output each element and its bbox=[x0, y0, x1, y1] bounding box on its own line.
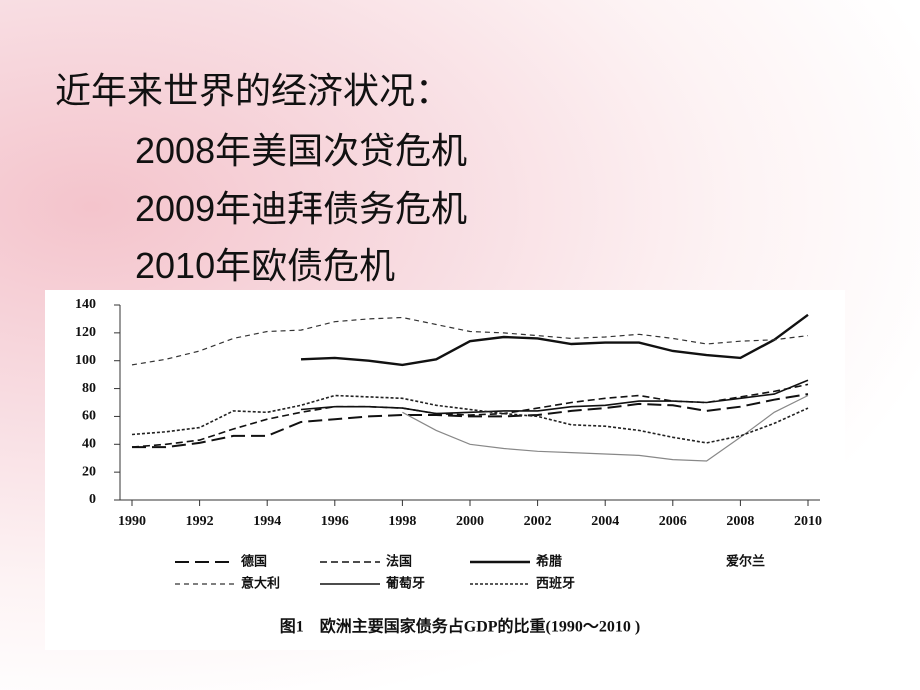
y-tick-label: 40 bbox=[82, 437, 96, 452]
x-tick-label: 1994 bbox=[253, 514, 281, 529]
legend-label: 法国 bbox=[386, 554, 412, 570]
legend-label: 德国 bbox=[241, 554, 267, 570]
series-line bbox=[300, 379, 809, 415]
y-tick-label: 20 bbox=[82, 464, 96, 479]
y-tick-label: 0 bbox=[89, 492, 96, 507]
series-line bbox=[402, 394, 809, 462]
heading: 近年来世界的经济状况： bbox=[55, 70, 452, 111]
series-line bbox=[131, 316, 809, 366]
x-tick-label: 1992 bbox=[186, 514, 214, 529]
x-tick-label: 1996 bbox=[321, 514, 349, 529]
y-tick-label: 120 bbox=[75, 325, 96, 340]
legend-label: 意大利 bbox=[241, 576, 280, 592]
legend-label: 爱尔兰 bbox=[726, 554, 765, 570]
series-line bbox=[131, 383, 809, 448]
legend-label: 葡萄牙 bbox=[385, 576, 425, 592]
series-line bbox=[300, 313, 809, 367]
x-tick-label: 2010 bbox=[794, 514, 822, 529]
chart-background bbox=[45, 290, 845, 650]
x-tick-label: 2000 bbox=[456, 514, 484, 529]
y-tick-label: 80 bbox=[82, 381, 96, 396]
x-tick-label: 1998 bbox=[388, 514, 416, 529]
series-line bbox=[131, 394, 809, 444]
caption: 图1 欧洲主要国家债务占GDP的比重(1990～2010 ) bbox=[280, 617, 640, 636]
legend-label: 西班牙 bbox=[536, 576, 575, 592]
legend-label: 希腊 bbox=[536, 554, 562, 570]
x-tick-label: 2002 bbox=[524, 514, 552, 529]
x-tick-label: 1990 bbox=[118, 514, 146, 529]
x-tick-label: 2008 bbox=[726, 514, 754, 529]
item: 2010年欧债危机 bbox=[135, 245, 396, 286]
y-tick-label: 140 bbox=[75, 297, 96, 312]
y-tick-label: 60 bbox=[82, 409, 96, 424]
series-line bbox=[132, 393, 809, 449]
item: 2009年迪拜债务危机 bbox=[135, 188, 468, 229]
x-tick-label: 2006 bbox=[659, 514, 687, 529]
x-tick-label: 2004 bbox=[591, 514, 619, 529]
y-tick-label: 100 bbox=[75, 353, 96, 368]
item: 2008年美国次贷危机 bbox=[135, 130, 468, 171]
